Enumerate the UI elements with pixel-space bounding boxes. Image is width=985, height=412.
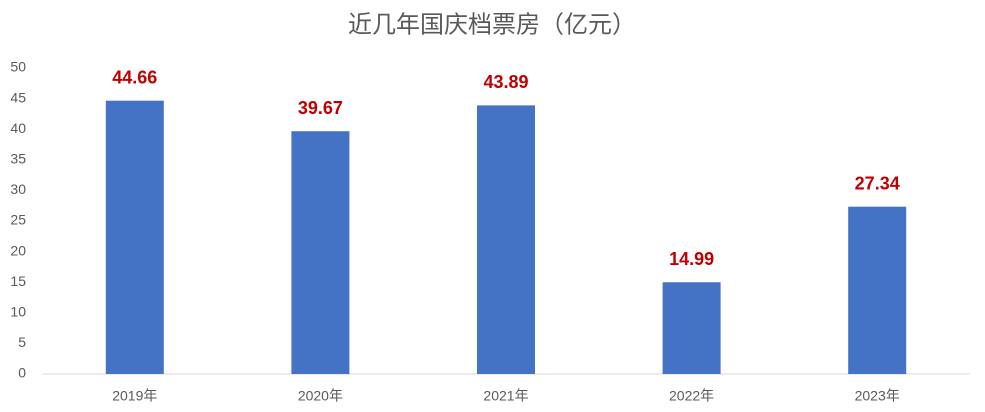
chart-title: 近几年国庆档票房（亿元） bbox=[348, 11, 636, 38]
y-tick-label: 35 bbox=[10, 151, 26, 167]
bar bbox=[662, 282, 721, 374]
y-tick-label: 25 bbox=[10, 212, 26, 228]
x-tick-label: 2022年 bbox=[669, 388, 714, 404]
x-tick-label: 2020年 bbox=[298, 388, 343, 404]
y-tick-label: 50 bbox=[10, 59, 26, 75]
y-tick-label: 5 bbox=[18, 334, 26, 350]
bar bbox=[105, 100, 164, 375]
value-label: 27.34 bbox=[855, 173, 900, 193]
y-tick-label: 45 bbox=[10, 89, 26, 105]
y-tick-label: 15 bbox=[10, 273, 26, 289]
value-label: 14.99 bbox=[669, 249, 714, 269]
y-tick-label: 30 bbox=[10, 181, 26, 197]
value-label: 44.66 bbox=[112, 67, 157, 87]
y-tick-label: 20 bbox=[10, 242, 26, 258]
y-tick-label: 40 bbox=[10, 120, 26, 136]
bar bbox=[848, 206, 907, 374]
bar bbox=[291, 131, 350, 374]
x-tick-label: 2019年 bbox=[112, 388, 157, 404]
value-label: 39.67 bbox=[298, 98, 343, 118]
y-tick-label: 10 bbox=[10, 304, 26, 320]
x-tick-label: 2023年 bbox=[855, 388, 900, 404]
y-tick-label: 0 bbox=[18, 365, 26, 381]
bar bbox=[477, 105, 535, 375]
x-tick-label: 2021年 bbox=[483, 388, 528, 404]
value-label: 43.89 bbox=[483, 72, 528, 92]
